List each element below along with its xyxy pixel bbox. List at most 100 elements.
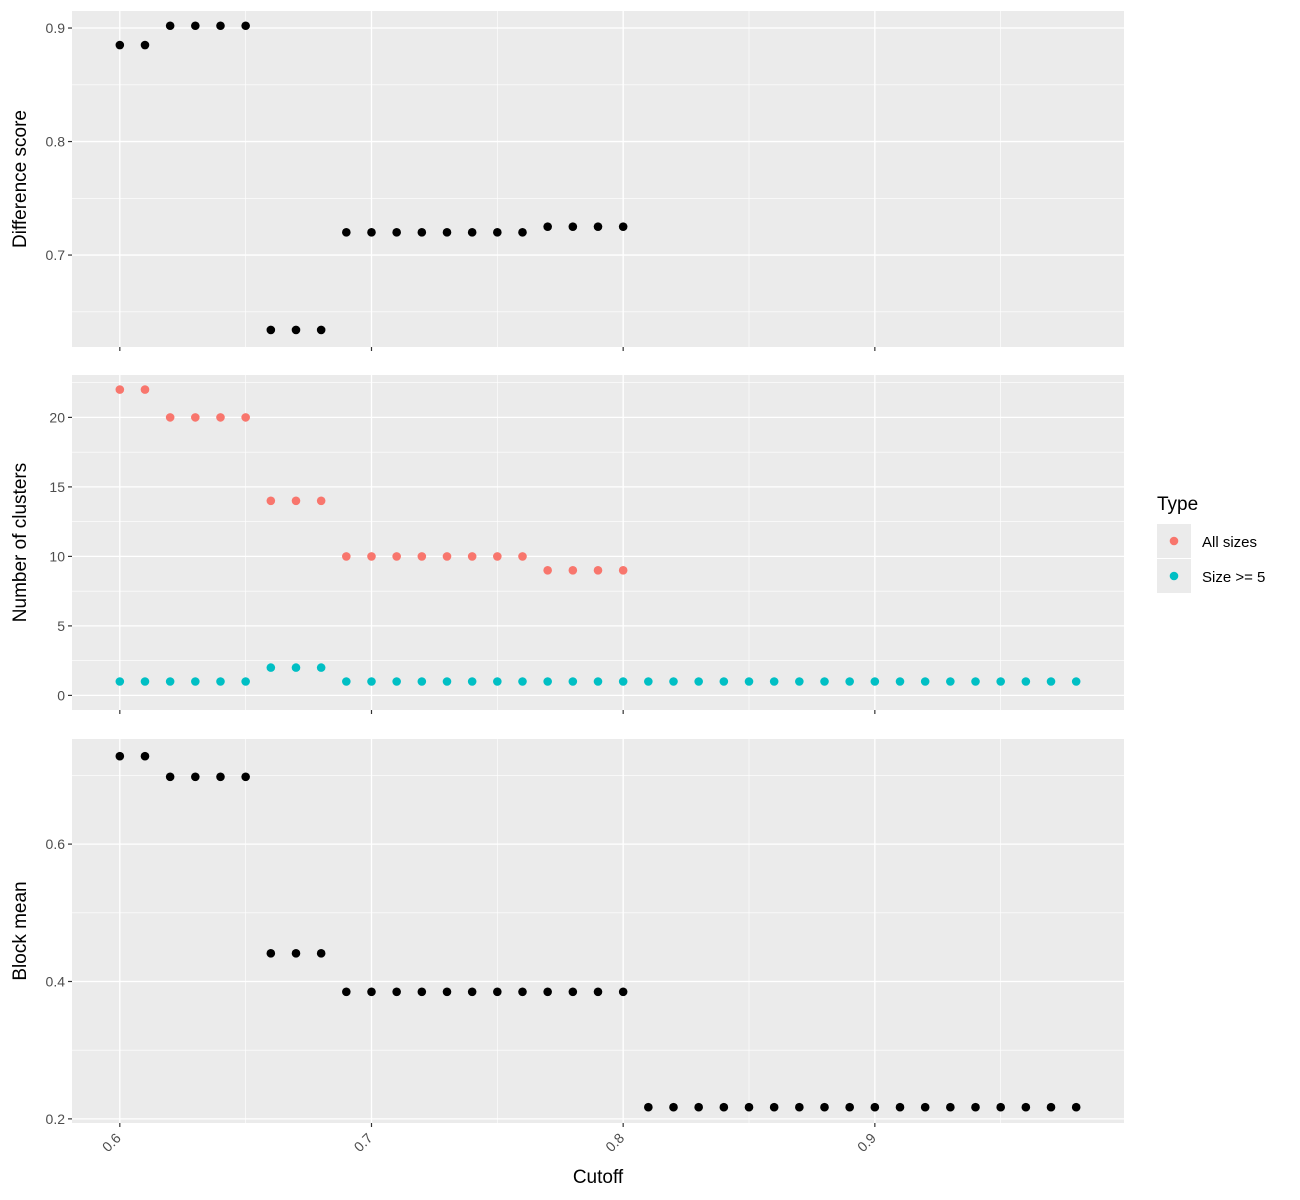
data-point-series (316, 949, 326, 958)
data-point-all-sizes (342, 552, 351, 561)
data-point-all-sizes (115, 385, 125, 394)
data-point-series (216, 21, 225, 31)
data-point-series (568, 222, 578, 231)
data-point-series (467, 987, 477, 997)
data-point-series (694, 1102, 703, 1112)
data-point-size-5 (442, 677, 452, 686)
data-point-series (870, 1102, 880, 1112)
legend-key-size-5 (1169, 571, 1179, 581)
data-point-size-5 (694, 677, 703, 686)
data-point-series (191, 21, 200, 31)
data-point-all-sizes (467, 552, 477, 561)
data-point-all-sizes (518, 552, 527, 561)
data-point-all-sizes (367, 552, 376, 561)
data-point-all-sizes (568, 566, 578, 575)
data-point-size-5 (769, 677, 779, 686)
data-point-all-sizes (216, 413, 225, 422)
data-point-size-5 (115, 677, 125, 686)
data-point-size-5 (593, 677, 603, 686)
x-tick-label: 0.9 (854, 1130, 879, 1155)
data-point-size-5 (367, 677, 376, 686)
data-point-size-5 (417, 677, 427, 686)
data-point-size-5 (1046, 677, 1056, 686)
data-point-series (140, 751, 150, 761)
data-point-series (442, 228, 452, 237)
data-point-size-5 (669, 677, 678, 686)
data-point-series (769, 1102, 779, 1112)
data-point-size-5 (644, 677, 653, 686)
data-point-series (618, 222, 628, 231)
x-tick-label: 0.8 (602, 1130, 627, 1155)
data-point-series (417, 228, 427, 237)
data-point-series (1071, 1102, 1081, 1112)
data-point-series (669, 1102, 678, 1112)
data-point-size-5 (266, 663, 276, 672)
data-point-size-5 (971, 677, 980, 686)
panel-background (72, 11, 1124, 347)
data-point-series (342, 987, 351, 997)
data-point-all-sizes (417, 552, 427, 561)
data-point-size-5 (493, 677, 502, 686)
data-point-all-sizes (392, 552, 401, 561)
data-point-series (417, 987, 427, 997)
data-point-series (845, 1102, 854, 1112)
panel-background (72, 375, 1124, 710)
y-tick-label: 10 (49, 548, 65, 564)
data-point-series (593, 987, 603, 997)
x-axis-title: Cutoff (573, 1167, 624, 1188)
data-point-series (946, 1102, 955, 1112)
panel-background (72, 739, 1124, 1123)
data-point-all-sizes (543, 566, 552, 575)
panel-number-of-clusters: 0 5 10 15 20 Number of clusters (10, 375, 1124, 714)
y-tick-label: 0.2 (46, 1111, 66, 1127)
data-point-series (165, 21, 175, 31)
data-point-series (291, 325, 301, 335)
data-point-size-5 (568, 677, 578, 686)
data-point-size-5 (518, 677, 527, 686)
y-axis-title: Block mean (10, 881, 31, 980)
data-point-series (895, 1102, 905, 1112)
data-point-all-sizes (241, 413, 250, 422)
data-point-size-5 (392, 677, 401, 686)
data-point-series (115, 751, 125, 761)
data-point-size-5 (467, 677, 477, 686)
data-point-series (543, 987, 552, 997)
data-point-size-5 (191, 677, 200, 686)
data-point-all-sizes (140, 385, 150, 394)
data-point-series (971, 1102, 980, 1112)
legend: Type All sizes Size >= 5 (1157, 494, 1265, 593)
y-axis-title: Number of clusters (10, 463, 31, 622)
data-point-all-sizes (165, 413, 175, 422)
data-point-series (266, 325, 276, 335)
legend-label-all-sizes: All sizes (1202, 534, 1257, 551)
data-point-series (342, 228, 351, 237)
data-point-size-5 (870, 677, 880, 686)
data-point-series (543, 222, 552, 231)
data-point-series (367, 987, 376, 997)
data-point-size-5 (618, 677, 628, 686)
data-point-series (493, 228, 502, 237)
data-point-size-5 (291, 663, 301, 672)
data-point-series (291, 949, 301, 958)
data-point-size-5 (845, 677, 854, 686)
data-point-series (392, 987, 401, 997)
data-point-all-sizes (316, 496, 326, 506)
legend-label-size-5: Size >= 5 (1202, 569, 1265, 586)
data-point-all-sizes (291, 496, 301, 506)
data-point-size-5 (543, 677, 552, 686)
data-point-series (442, 987, 452, 997)
data-point-series (216, 772, 225, 782)
legend-key-all-sizes (1169, 536, 1179, 546)
data-point-series (618, 987, 628, 997)
data-point-size-5 (719, 677, 729, 686)
data-point-series (165, 772, 175, 782)
data-point-size-5 (1021, 677, 1031, 686)
data-point-series (241, 21, 250, 31)
data-point-size-5 (1071, 677, 1081, 686)
data-point-all-sizes (442, 552, 452, 561)
data-point-series (493, 987, 502, 997)
data-point-series (316, 325, 326, 335)
y-tick-label: 0.8 (46, 134, 66, 150)
data-point-size-5 (165, 677, 175, 686)
